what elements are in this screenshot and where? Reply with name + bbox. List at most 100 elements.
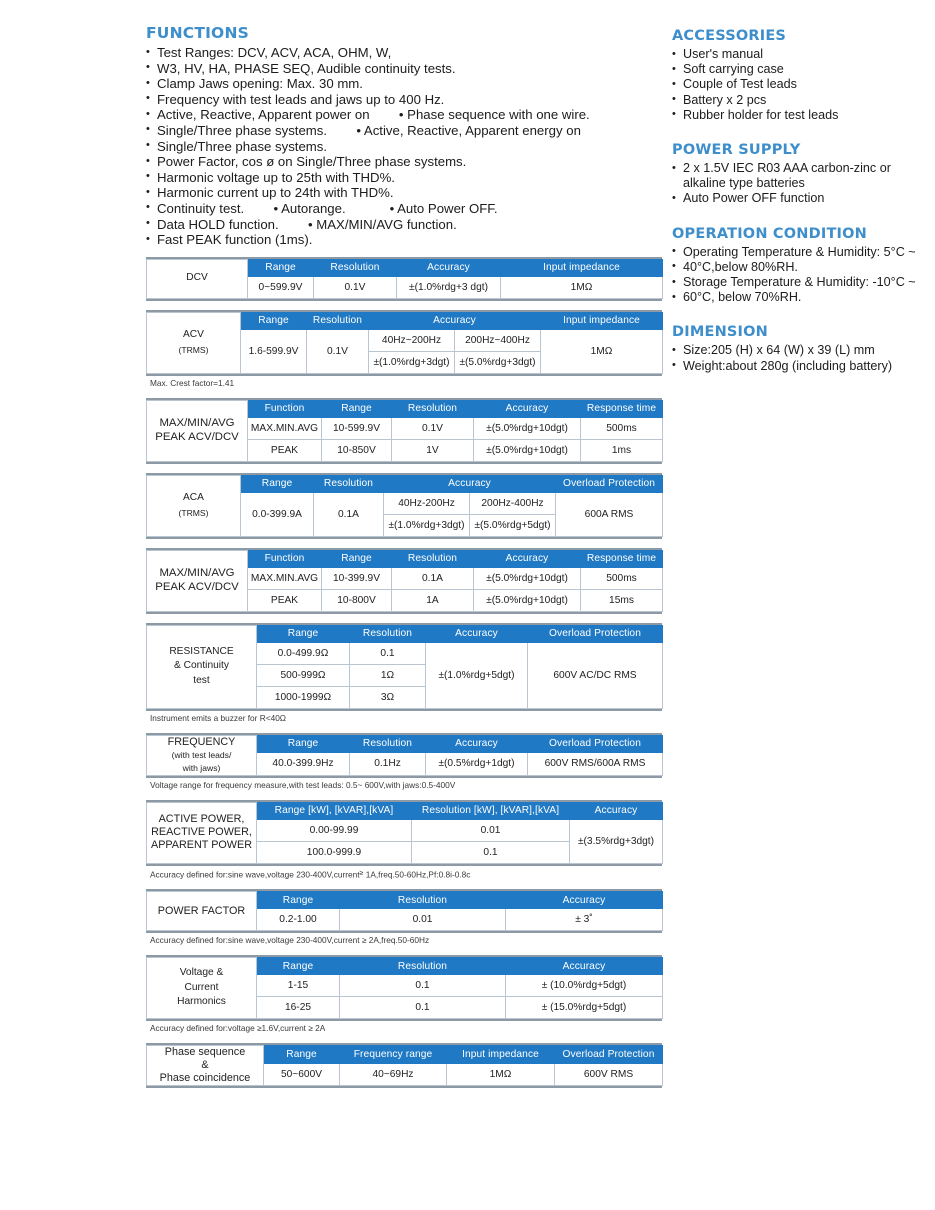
cell-resolution: 0.01 [411, 818, 570, 842]
dimension-heading: DIMENSION [672, 324, 769, 341]
cell-accuracy: ±(1.0%rdg+3 dgt) [396, 275, 501, 299]
cell-function: MAX.MIN.AVG [247, 416, 322, 440]
divider [146, 547, 662, 550]
dimension-section: DIMENSION Size:205 (H) x 64 (W) x 39 (L)… [672, 324, 930, 373]
list-item: Battery x 2 pcs [672, 92, 930, 108]
cell-resolution: 0.1V [306, 328, 369, 374]
list-item: Harmonic voltage up to 25th with THD%. [146, 169, 662, 186]
table-row: 1.6-599.9V 0.1V 40Hz~200Hz 200Hz~400Hz 1… [147, 328, 664, 374]
cell-response-time: 500ms [580, 416, 663, 440]
table-row: ±(1.0%rdg+3dgt) ±(5.0%rdg+5dgt) [147, 513, 663, 537]
col-header-impedance: Input impedance [500, 258, 663, 277]
divider [146, 1043, 662, 1046]
power-supply-list: 2 x 1.5V IEC R03 AAA carbon-zinc or alka… [672, 161, 930, 207]
col-header-range: Range [321, 549, 392, 568]
cell-resolution: 3Ω [349, 685, 426, 709]
cell-range: 10-800V [321, 588, 392, 612]
cell-resolution: 0.1 [349, 641, 426, 665]
power-row-label: ACTIVE POWER, REACTIVE POWER, APPARENT P… [146, 801, 257, 864]
resistance-label-line3: test [193, 674, 210, 686]
col-header-accuracy: Accuracy [425, 734, 528, 754]
list-item: Data HOLD function. • MAX/MIN/AVG functi… [146, 216, 662, 233]
list-item: Clamp Jaws opening: Max. 30 mm. [146, 76, 662, 92]
table-row: MAX.MIN.AVG 10-599.9V 0.1V ±(5.0%rdg+10d… [147, 416, 663, 440]
list-item: Power Factor, cos ø on Single/Three phas… [146, 154, 662, 170]
power-note-part1: Accuracy defined for:sine wave,voltage 2… [150, 869, 360, 880]
power-supply-heading: POWER SUPPLY [672, 142, 801, 159]
divider [146, 775, 662, 778]
power-table: ACTIVE POWER, REACTIVE POWER, APPARENT P… [146, 801, 663, 864]
cell-accuracy: ± (10.0%rdg+5dgt) [505, 974, 663, 998]
cell-accuracy: ± (15.0%rdg+5dgt) [505, 996, 663, 1020]
cell-response-time: 500ms [580, 566, 663, 590]
list-item: Fast PEAK function (1ms). [146, 232, 662, 248]
peak-voltage-table: MAX/MIN/AVG PEAK ACV/DCV Function Range … [146, 399, 663, 462]
divider [146, 799, 662, 802]
accessories-list: User's manual Soft carrying case Couple … [672, 46, 930, 123]
acv-label-sub: (TRMS) [178, 344, 209, 355]
cell-range: 1.6-599.9V [240, 328, 307, 374]
list-item: Test Ranges: DCV, ACV, ACA, OHM, W, [146, 45, 662, 61]
col-header-frequency-range: Frequency range [339, 1045, 447, 1064]
frequency-label-line2: (with test leads/ [171, 749, 232, 760]
phase-label-line2: & [201, 1059, 209, 1072]
col-header-range: Range [321, 399, 392, 418]
cell-range: 0.0-499.9Ω [256, 641, 350, 665]
cell-freq-band-high: 200Hz~400Hz [453, 328, 542, 352]
cell-freq-band-low: 40Hz-200Hz [383, 491, 470, 515]
harmonics-label-line3: Harmonics [177, 996, 226, 1008]
divider [146, 461, 662, 464]
cell-accuracy-low: ±(1.0%rdg+3dgt) [383, 513, 470, 537]
phase-label-line3: Phase coincidence [159, 1072, 251, 1085]
frequency-label-line1: FREQUENCY [167, 735, 236, 748]
list-item: Continuity test. • Autorange. • Auto Pow… [146, 200, 662, 217]
operation-condition-section: OPERATION CONDITION Operating Temperatur… [672, 226, 930, 306]
col-header-range: Range [256, 891, 340, 910]
divider [146, 708, 662, 711]
list-item: Operating Temperature & Humidity: 5°C ~ [672, 244, 930, 260]
cell-accuracy: ±(5.0%rdg+10dgt) [473, 438, 581, 462]
acv-table-block: ACV (TRMS) Range Resolution Accuracy Inp… [146, 309, 664, 389]
list-item: Couple of Test leads [672, 77, 930, 92]
cell-resolution: 0.1A [313, 491, 384, 537]
col-header-overload: Overload Protection [555, 474, 664, 493]
cell-resolution: 0.1V [313, 275, 397, 299]
divider [146, 931, 662, 934]
col-header-impedance: Input impedance [446, 1045, 555, 1064]
cell-range: 10-850V [321, 438, 392, 462]
divider [146, 889, 662, 892]
cell-accuracy: ±(0.5%rdg+1dgt) [425, 752, 528, 776]
cell-resolution: 0.1V [391, 416, 474, 440]
functions-heading: FUNCTIONS [146, 24, 249, 42]
power-factor-table: POWER FACTOR Range Resolution Accuracy 0… [146, 891, 663, 932]
cell-accuracy-high: ±(5.0%rdg+5dgt) [468, 513, 557, 537]
operation-condition-list: Operating Temperature & Humidity: 5°C ~ … [672, 244, 930, 306]
resistance-label-line2: & Continuity [174, 660, 229, 672]
cell-range: 10-599.9V [321, 416, 392, 440]
col-header-accuracy: Accuracy [367, 311, 542, 330]
cell-resolution: 1Ω [349, 663, 426, 687]
cell-function: MAX.MIN.AVG [247, 566, 322, 590]
col-header-overload: Overload Protection [527, 734, 663, 754]
power-note-ge: ≥ [359, 869, 364, 877]
col-header-accuracy: Accuracy [505, 957, 663, 976]
divider [146, 732, 662, 735]
cell-range: 0.00-99.99 [256, 818, 412, 842]
col-header-resolution: Resolution [349, 734, 426, 754]
cell-accuracy: ± 3˚ [505, 908, 663, 932]
cell-response-time: 1ms [580, 438, 663, 462]
cell-range: 500-999Ω [256, 663, 350, 687]
cell-accuracy-low: ±(1.0%rdg+3dgt) [368, 350, 455, 374]
cell-impedance: 1MΩ [446, 1062, 555, 1087]
col-header-resolution: Resolution [349, 624, 426, 643]
power-factor-table-block: POWER FACTOR Range Resolution Accuracy 0… [146, 889, 663, 946]
col-header-range: Range [247, 258, 314, 277]
cell-response-time: 15ms [580, 588, 663, 612]
list-item: 40°C,below 80%RH. [672, 259, 930, 275]
cell-overload: 600A RMS [555, 491, 664, 537]
cell-freq-band-low: 40Hz~200Hz [368, 328, 455, 352]
power-label-line3: APPARENT POWER [151, 839, 252, 852]
accessories-section: ACCESSORIES User's manual Soft carrying … [672, 28, 930, 123]
col-header-accuracy: Accuracy [382, 474, 557, 493]
col-header-range: Range [256, 624, 350, 643]
